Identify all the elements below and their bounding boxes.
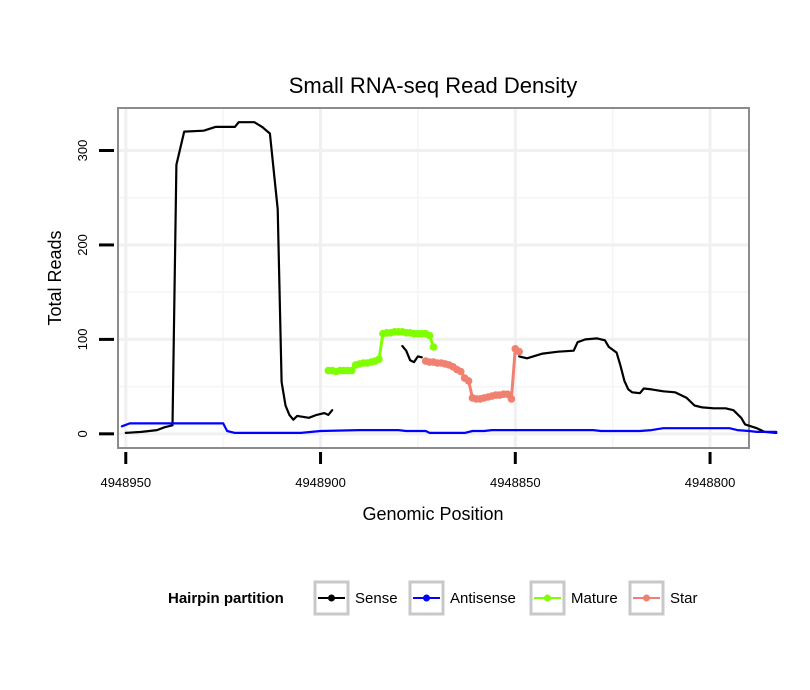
point-mature-26 — [425, 331, 434, 340]
point-mature-6 — [347, 366, 356, 375]
legend-item-star: Star — [628, 580, 698, 616]
legend-label-mature: Mature — [571, 590, 618, 607]
legend-key-dot-antisense — [423, 594, 430, 602]
legend-key-dot-star — [643, 594, 650, 602]
plot-panel — [117, 107, 750, 449]
chart-title: Small RNA-seq Read Density — [289, 73, 578, 98]
legend-label-star: Star — [670, 590, 698, 607]
y-tick-label: 300 — [75, 140, 90, 162]
legend-key-dot-mature — [544, 594, 551, 602]
x-axis: 4948950 4948900 4948850 4948800 — [100, 452, 735, 490]
point-star-11 — [464, 377, 473, 385]
series-line-sense-0 — [124, 121, 334, 434]
series-layer — [120, 121, 778, 434]
x-tick-label: 4948800 — [685, 475, 736, 490]
legend-label-sense: Sense — [355, 590, 398, 607]
y-tick-label: 0 — [75, 430, 90, 437]
point-star-9 — [456, 367, 465, 376]
legend-key-dot-sense — [328, 594, 335, 602]
series-line-sense-1 — [401, 344, 423, 364]
point-mature-27 — [429, 343, 438, 351]
series-line-antisense-3 — [120, 422, 778, 434]
legend-item-antisense: Antisense — [408, 580, 516, 616]
series-line-sense-2 — [518, 337, 778, 434]
point-star-22 — [507, 395, 516, 403]
x-tick-label: 4948950 — [100, 475, 151, 490]
point-star-24 — [515, 347, 523, 356]
x-tick-label: 4948900 — [295, 475, 346, 490]
y-tick-label: 200 — [75, 234, 90, 256]
legend: Hairpin partition Sense Antisense Mature St… — [168, 580, 698, 616]
y-axis-label: Total Reads — [45, 230, 65, 325]
x-tick-label: 4948850 — [490, 475, 541, 490]
legend-label-antisense: Antisense — [450, 590, 516, 607]
legend-item-mature: Mature — [529, 580, 618, 616]
point-mature-13 — [375, 355, 383, 364]
y-tick-label: 100 — [75, 329, 90, 351]
legend-title: Hairpin partition — [168, 590, 284, 607]
y-axis: 0 100 200 300 — [75, 140, 114, 437]
x-axis-label: Genomic Position — [362, 504, 503, 524]
grid-lines — [119, 109, 748, 447]
legend-item-sense: Sense — [313, 580, 398, 616]
